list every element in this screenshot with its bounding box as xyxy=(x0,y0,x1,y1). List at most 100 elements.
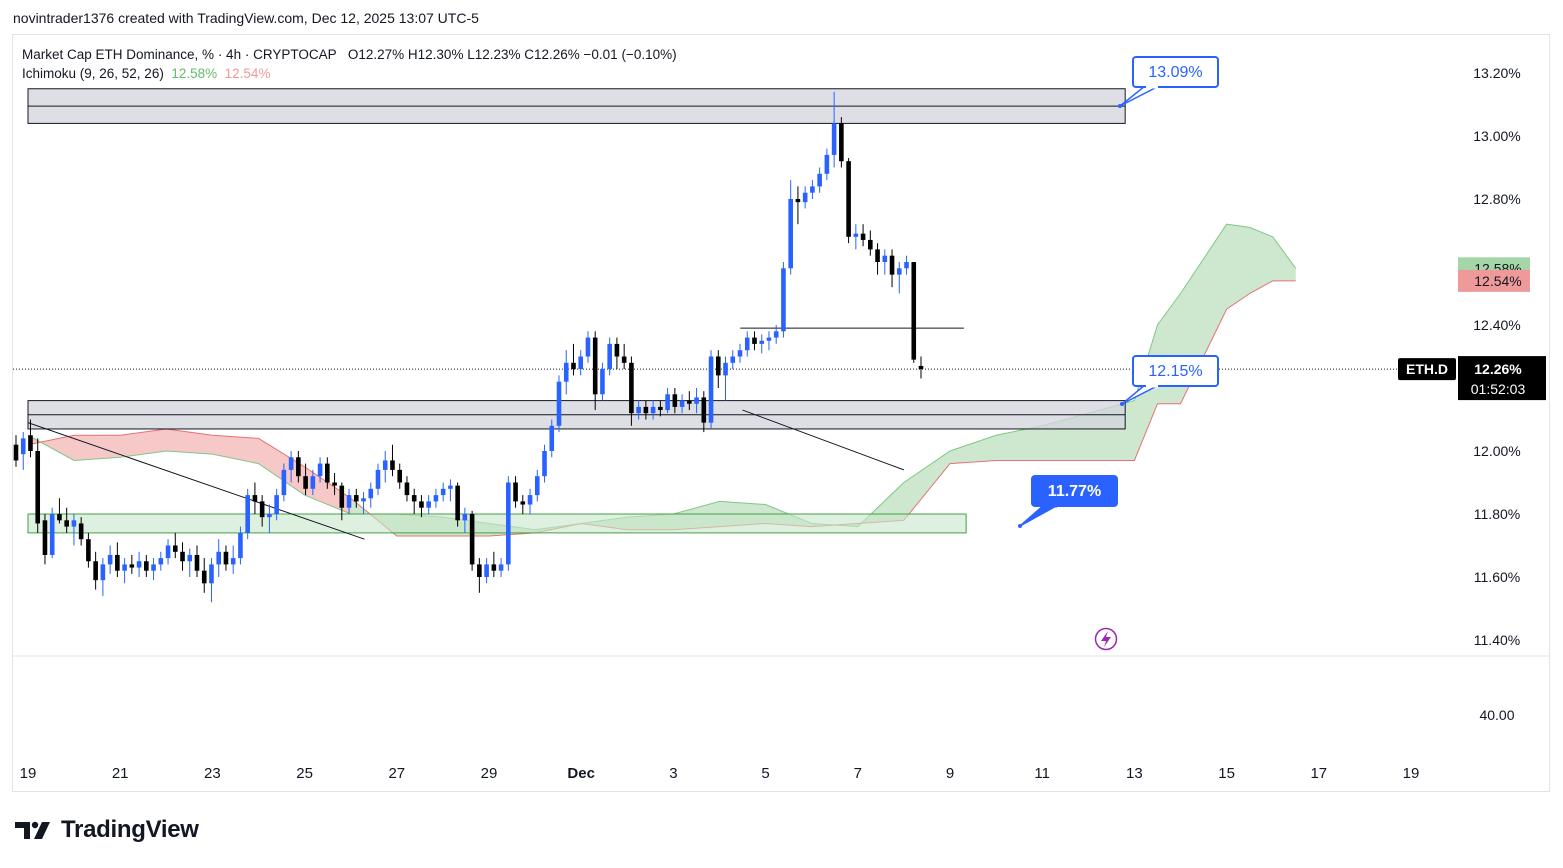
tradingview-logo-icon xyxy=(15,821,50,839)
candle-body xyxy=(93,561,98,581)
x-tick-label: 3 xyxy=(669,765,677,782)
callouts-layer: 13.09% 12.15% 11.77% xyxy=(1018,56,1219,651)
candle-body xyxy=(136,561,142,568)
candle-bull xyxy=(556,375,562,433)
lightning-icon xyxy=(1094,627,1118,651)
candle-body xyxy=(918,365,924,370)
candle-bear xyxy=(911,262,917,363)
candle-body xyxy=(846,161,851,237)
candle-body xyxy=(57,514,62,521)
y-tick-label: 11.40% xyxy=(1474,632,1520,648)
tradingview-logo[interactable]: TradingView xyxy=(15,816,199,844)
candle-bear xyxy=(339,482,345,521)
candle-bear xyxy=(390,444,395,477)
candle-bull xyxy=(534,469,540,502)
candle-body xyxy=(513,482,518,502)
x-tick-label: 29 xyxy=(481,765,498,782)
candle-bull xyxy=(187,548,193,577)
x-tick-label: 19 xyxy=(20,765,37,782)
candle-bull xyxy=(542,444,547,483)
price-callout: 11.77% xyxy=(1018,475,1118,528)
candle-body xyxy=(165,545,171,559)
candle-bear xyxy=(129,554,135,574)
candle-bear xyxy=(455,482,460,527)
candle-body xyxy=(896,268,902,275)
x-tick-label: 25 xyxy=(296,765,313,782)
candle-bear xyxy=(491,551,497,577)
candle-bear xyxy=(419,495,424,518)
candle-body xyxy=(469,514,475,565)
candle-bear xyxy=(629,356,634,426)
candle-body xyxy=(817,173,822,187)
callout-box xyxy=(1132,355,1219,387)
y-tick-label: 12.00% xyxy=(1473,443,1520,459)
candle-body xyxy=(317,463,323,477)
candle-bull xyxy=(810,180,815,199)
callout-box xyxy=(1031,475,1118,507)
candle-bull xyxy=(484,558,489,584)
candle-bull xyxy=(498,558,504,577)
candle-bull xyxy=(650,400,656,420)
candle-body xyxy=(144,561,149,571)
candle-body xyxy=(911,262,917,360)
candle-bull xyxy=(158,551,164,571)
candle-bull xyxy=(100,558,106,596)
legend-title[interactable]: Market Cap ETH Dominance, % · 4h · CRYPT… xyxy=(22,47,337,62)
candle-body xyxy=(267,514,272,518)
candle-body xyxy=(744,337,750,351)
candle-bear xyxy=(701,391,707,433)
candle-body xyxy=(679,400,685,407)
price-badge xyxy=(1458,356,1546,401)
candle-body xyxy=(665,394,670,411)
candle-bear xyxy=(795,186,801,225)
price-badge-value: 12.26% xyxy=(1474,361,1522,377)
candle-body xyxy=(571,362,576,370)
candle-bull xyxy=(281,463,287,502)
candle-body xyxy=(730,356,736,363)
candle-body xyxy=(542,451,547,477)
candle-bull xyxy=(122,558,127,584)
candle-bull xyxy=(361,491,366,514)
candle-bull xyxy=(440,482,446,502)
symbol-badge xyxy=(1398,358,1456,381)
candle-bull xyxy=(730,350,736,370)
legend-indicator[interactable]: Ichimoku (9, 26, 52, 26) xyxy=(22,66,164,81)
candle-bull xyxy=(71,514,77,546)
chart-credit: novintrader1376 created with TradingView… xyxy=(13,10,479,26)
candle-body xyxy=(274,495,279,514)
candle-bull xyxy=(274,488,279,521)
candle-body xyxy=(831,123,837,155)
candle-bull xyxy=(151,558,156,581)
candle-bull xyxy=(563,350,569,395)
candle-body xyxy=(527,495,533,505)
candle-bear xyxy=(78,517,84,546)
candle-bear xyxy=(325,457,330,489)
candle-body xyxy=(520,501,526,505)
candle-body xyxy=(346,495,352,508)
candle-body xyxy=(868,239,873,250)
candle-bull xyxy=(238,526,243,565)
candle-body xyxy=(13,444,19,461)
candle-body xyxy=(281,469,287,496)
candle-bull xyxy=(831,91,837,168)
candle-bear xyxy=(194,545,200,577)
candle-body xyxy=(100,564,106,581)
callout-anchor-dot xyxy=(1120,402,1124,406)
candle-body xyxy=(636,406,641,414)
candle-bull xyxy=(636,400,641,420)
candle-body xyxy=(230,558,236,565)
candle-body xyxy=(187,554,193,562)
candle-body xyxy=(585,337,591,357)
candle-body xyxy=(433,495,439,502)
candle-body xyxy=(752,337,757,344)
candle-body xyxy=(382,460,388,470)
candle-body xyxy=(766,337,772,341)
candle-bear xyxy=(144,554,149,577)
candle-bull xyxy=(317,457,323,483)
candle-body xyxy=(35,451,41,524)
candle-bull xyxy=(723,356,728,401)
candle-body xyxy=(477,564,482,577)
candle-body xyxy=(419,501,424,508)
candle-bull xyxy=(904,255,909,275)
